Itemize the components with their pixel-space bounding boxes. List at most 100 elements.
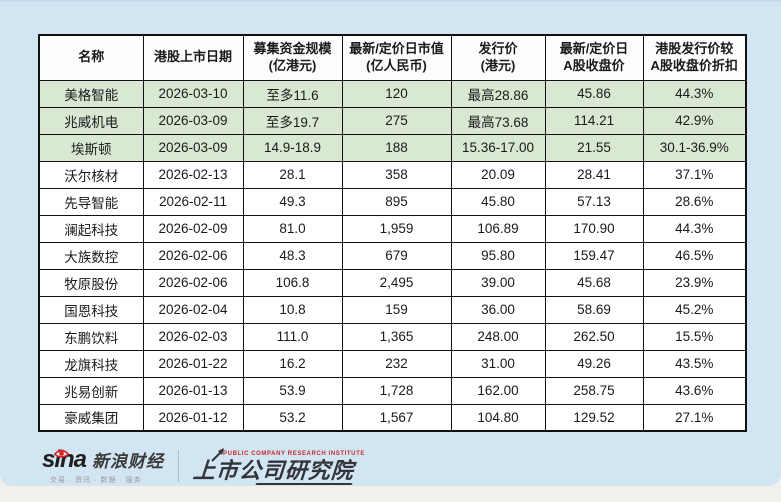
table-cell: 44.3% <box>642 79 747 108</box>
table-cell: 104.80 <box>450 403 546 432</box>
table-cell: 28.1 <box>242 160 343 189</box>
table-cell: 最高28.86 <box>450 79 546 108</box>
sina-logo-row: sina 新浪财经 <box>42 447 164 472</box>
table-cell: 31.00 <box>450 349 546 378</box>
sina-finance-logo: sina 新浪财经 交易 · 资讯 · 数据 · 服务 <box>42 447 164 485</box>
col-header-fundraising: 募集资金规模 (亿港元) <box>242 34 343 81</box>
table-cell: 1,959 <box>341 214 452 243</box>
table-cell: 兆威机电 <box>38 106 144 135</box>
table-row: 美格智能 2026-03-10 至多11.6 120 最高28.86 45.86 44.3% <box>38 79 747 108</box>
table-cell: 2026-02-03 <box>142 322 244 351</box>
table-cell: 275 <box>341 106 452 135</box>
table-cell: 49.3 <box>242 187 343 216</box>
table-cell: 先导智能 <box>38 187 144 216</box>
table-cell: 162.00 <box>450 376 546 405</box>
table-cell: 53.9 <box>242 376 343 405</box>
table-body: 美格智能 2026-03-10 至多11.6 120 最高28.86 45.86 44.3%… <box>38 79 747 432</box>
table-cell: 大族数控 <box>38 241 144 270</box>
table-cell: 10.8 <box>242 295 343 324</box>
table-cell: 49.26 <box>544 349 644 378</box>
table-cell: 248.00 <box>450 322 546 351</box>
table-cell: 2026-02-09 <box>142 214 244 243</box>
table-cell: 龙旗科技 <box>38 349 144 378</box>
institute-name: 上市公司研究院 <box>192 458 355 483</box>
table-row: 兆易创新 2026-01-13 53.9 1,728 162.00 258.75 43.6% <box>38 376 747 405</box>
table-cell: 39.00 <box>450 268 546 297</box>
table-cell: 48.3 <box>242 241 343 270</box>
table-cell: 兆易创新 <box>38 376 144 405</box>
infographic-card: 名称 港股上市日期 募集资金规模 (亿港元) 最新/定价日市值 (亿人民币) 发… <box>0 0 781 486</box>
table-cell: 16.2 <box>242 349 343 378</box>
table-cell: 95.80 <box>450 241 546 270</box>
table-cell: 1,365 <box>341 322 452 351</box>
col-header-issue-price: 发行价 (港元) <box>450 34 546 81</box>
table-cell: 111.0 <box>242 322 343 351</box>
table-cell: 43.5% <box>642 349 747 378</box>
table-cell: 2026-03-09 <box>142 133 244 162</box>
institute-underline <box>255 483 353 485</box>
sina-logo-text: sina <box>42 448 87 472</box>
table-cell: 东鹏饮料 <box>38 322 144 351</box>
table-cell: 21.55 <box>544 133 644 162</box>
sina-eye-icon <box>53 440 70 458</box>
table-cell: 1,728 <box>341 376 452 405</box>
table-cell: 36.00 <box>450 295 546 324</box>
table-cell: 232 <box>341 349 452 378</box>
table-cell: 45.68 <box>544 268 644 297</box>
table-cell: 45.80 <box>450 187 546 216</box>
table-cell: 120 <box>341 79 452 108</box>
table-cell: 262.50 <box>544 322 644 351</box>
table-cell: 2026-01-12 <box>142 403 244 432</box>
table-cell: 2026-02-11 <box>142 187 244 216</box>
table-cell: 114.21 <box>544 106 644 135</box>
table-cell: 30.1-36.9% <box>642 133 747 162</box>
table-cell: 至多19.7 <box>242 106 343 135</box>
table-row: 国恩科技 2026-02-04 10.8 159 36.00 58.69 45.2% <box>38 295 747 324</box>
table-cell: 106.89 <box>450 214 546 243</box>
table-cell: 42.9% <box>642 106 747 135</box>
table-cell: 45.2% <box>642 295 747 324</box>
table-cell: 28.6% <box>642 187 747 216</box>
sina-tagline: 交易 · 资讯 · 数据 · 服务 <box>50 477 142 484</box>
table-cell: 81.0 <box>242 214 343 243</box>
table-row: 兆威机电 2026-03-09 至多19.7 275 最高73.68 114.21 42.9… <box>38 106 747 135</box>
table-cell: 679 <box>341 241 452 270</box>
table-cell: 国恩科技 <box>38 295 144 324</box>
table-cell: 58.69 <box>544 295 644 324</box>
table-row: 龙旗科技 2026-01-22 16.2 232 31.00 49.26 43.5% <box>38 349 747 378</box>
table-cell: 2026-02-06 <box>142 268 244 297</box>
table-row: 沃尔核材 2026-02-13 28.1 358 20.09 28.41 37.1% <box>38 160 747 189</box>
table-cell: 44.3% <box>642 214 747 243</box>
table-cell: 159 <box>341 295 452 324</box>
table-cell: 188 <box>341 133 452 162</box>
table-cell: 牧原股份 <box>38 268 144 297</box>
table-row: 澜起科技 2026-02-09 81.0 1,959 106.89 170.90 44.3% <box>38 214 747 243</box>
footer-divider <box>178 450 180 482</box>
table-cell: 2,495 <box>341 268 452 297</box>
table-cell: 2026-01-13 <box>142 376 244 405</box>
table-cell: 至多11.6 <box>242 79 343 108</box>
table-row: 牧原股份 2026-02-06 106.8 2,495 39.00 45.68 23.9% <box>38 268 747 297</box>
hk-listing-table: 名称 港股上市日期 募集资金规模 (亿港元) 最新/定价日市值 (亿人民币) 发… <box>38 34 747 432</box>
table-row: 先导智能 2026-02-11 49.3 895 45.80 57.13 28.6% <box>38 187 747 216</box>
table-cell: 埃斯顿 <box>38 133 144 162</box>
table-cell: 258.75 <box>544 376 644 405</box>
col-header-market-cap: 最新/定价日市值 (亿人民币) <box>341 34 452 81</box>
col-header-discount: 港股发行价较 A股收盘价折扣 <box>642 34 747 81</box>
institute-logo: PUBLIC COMPANY RESEARCH INSTITUTE 上市公司研究… <box>192 448 364 485</box>
table-cell: 46.5% <box>642 241 747 270</box>
table-cell: 23.9% <box>642 268 747 297</box>
table-cell: 53.2 <box>242 403 343 432</box>
col-header-listing-date: 港股上市日期 <box>142 34 244 81</box>
table-cell: 15.36-17.00 <box>450 133 546 162</box>
table-cell: 澜起科技 <box>38 214 144 243</box>
table-cell: 129.52 <box>544 403 644 432</box>
table-cell: 170.90 <box>544 214 644 243</box>
table-cell: 2026-03-09 <box>142 106 244 135</box>
table-cell: 43.6% <box>642 376 747 405</box>
table-cell: 2026-02-06 <box>142 241 244 270</box>
table-row: 埃斯顿 2026-03-09 14.9-18.9 188 15.36-17.00 21.5… <box>38 133 747 162</box>
table-cell: 最高73.68 <box>450 106 546 135</box>
col-header-a-share-close: 最新/定价日 A股收盘价 <box>544 34 644 81</box>
table-cell: 159.47 <box>544 241 644 270</box>
